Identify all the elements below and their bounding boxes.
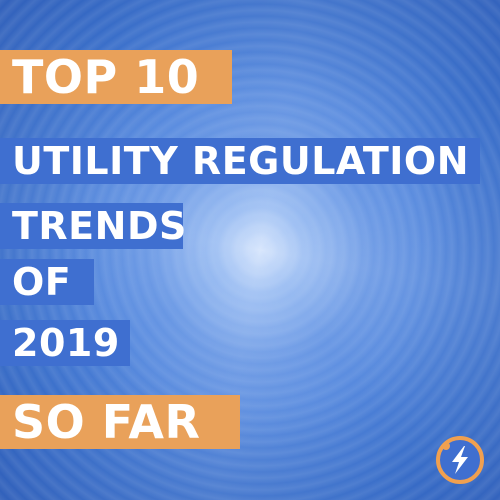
headline-utility-regulation: UTILITY REGULATION	[0, 138, 480, 184]
lightning-bolt-icon	[436, 436, 484, 484]
headline-trends: TRENDS	[0, 203, 186, 249]
headline-year: 2019	[0, 320, 130, 366]
headline-top10: TOP 10	[0, 50, 232, 104]
headline-so-far: SO FAR	[0, 395, 240, 449]
headline-of: OF	[0, 259, 94, 305]
brand-logo	[434, 434, 486, 486]
